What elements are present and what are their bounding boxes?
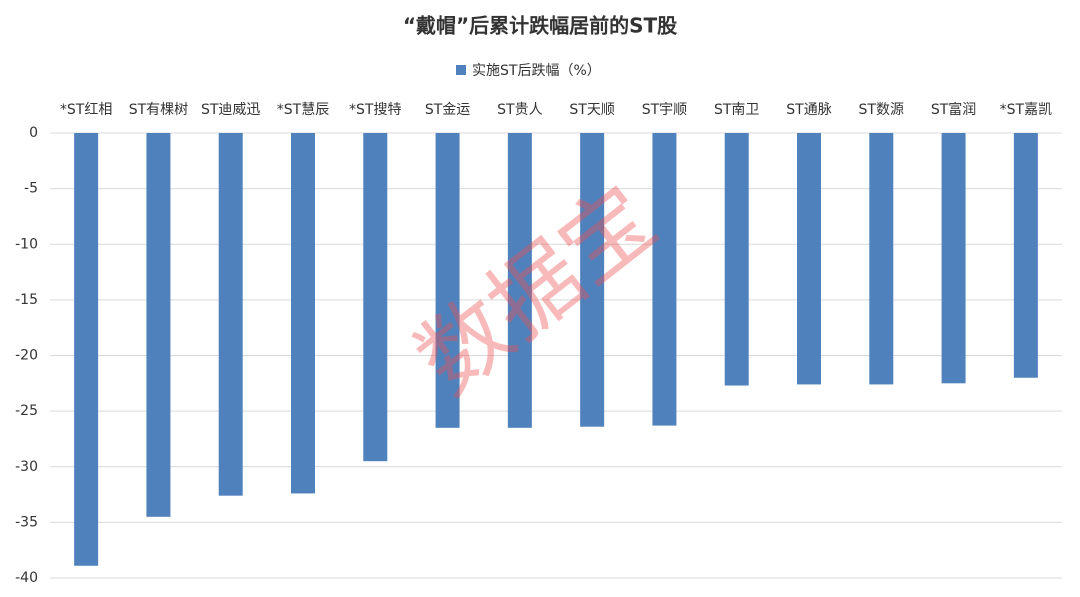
y-tick-label: -30 (15, 459, 38, 475)
x-tick-label: ST富润 (931, 101, 976, 118)
bar (797, 133, 821, 385)
x-tick-label: ST贵人 (497, 102, 542, 118)
legend-label: 实施ST后跌幅（%） (472, 63, 601, 79)
bar (291, 133, 315, 494)
bar (363, 133, 388, 462)
bar (580, 133, 605, 427)
x-tick-label: ST宇顺 (642, 102, 687, 118)
y-tick-label: -5 (24, 181, 38, 197)
x-tick-label: ST有棵树 (129, 102, 188, 118)
bar (869, 133, 894, 385)
x-tick-label: ST天顺 (569, 102, 614, 118)
y-tick-label: -35 (15, 514, 38, 530)
legend-swatch (456, 65, 466, 75)
x-tick-label: ST迪威迅 (201, 102, 260, 118)
y-tick-label: -40 (15, 570, 38, 586)
y-tick-label: -15 (15, 292, 38, 308)
chart-title: “戴帽”后累计跌幅居前的ST股 (403, 14, 677, 38)
x-tick-label: ST通脉 (786, 102, 831, 118)
bar (146, 133, 171, 517)
x-tick-label: *ST嘉凯 (1000, 102, 1052, 118)
y-tick-label: -25 (15, 403, 38, 419)
bar (74, 133, 99, 566)
bar (218, 133, 243, 496)
y-tick-label: -10 (15, 236, 38, 252)
bar (435, 133, 460, 428)
bar (941, 133, 966, 384)
y-tick-label: -20 (15, 348, 38, 364)
bar (1013, 133, 1038, 378)
x-tick-label: *ST红相 (60, 102, 112, 118)
y-tick-label: 0 (29, 125, 38, 141)
x-tick-label: *ST搜特 (349, 102, 401, 118)
x-tick-label: *ST慧辰 (277, 102, 329, 118)
bar (507, 133, 532, 428)
bar (724, 133, 749, 386)
bar (652, 133, 677, 426)
x-tick-label: ST南卫 (714, 102, 759, 118)
x-tick-label: ST金运 (425, 102, 470, 118)
x-tick-label: ST数源 (859, 102, 904, 118)
